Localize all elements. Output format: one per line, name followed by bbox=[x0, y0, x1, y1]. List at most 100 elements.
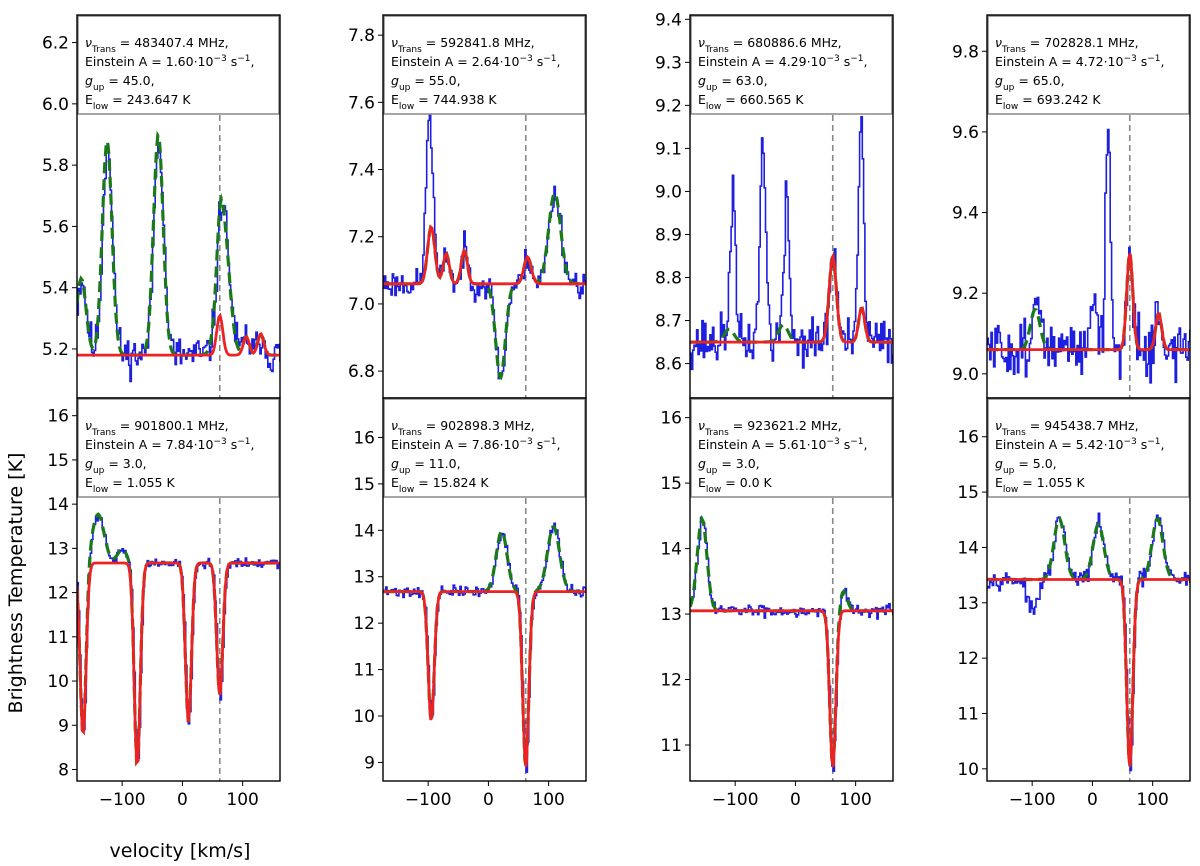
y-tick-label: 9.6 bbox=[952, 123, 979, 143]
info-gup: gup = 5.0, bbox=[995, 456, 1057, 476]
y-tick-label: 8.6 bbox=[655, 355, 682, 375]
info-gup: gup = 65.0, bbox=[995, 73, 1065, 93]
elow-symbol: E bbox=[698, 475, 706, 490]
info-einstein: Einstein A = 2.64·10−3 s−1, bbox=[391, 54, 561, 69]
einstein-exponent: −3 bbox=[519, 437, 532, 447]
einstein-end: , bbox=[557, 437, 561, 452]
nu-subscript: Trans bbox=[704, 428, 729, 438]
einstein-value: Einstein A = 5.61·10 bbox=[698, 437, 826, 452]
y-tick-label: 12 bbox=[660, 671, 682, 691]
einstein-unit-exponent: −1 bbox=[237, 437, 250, 447]
gup-symbol: g bbox=[995, 456, 1003, 471]
einstein-unit-exponent: −1 bbox=[850, 54, 863, 64]
y-tick-label: 8.8 bbox=[655, 269, 682, 289]
gup-symbol: g bbox=[85, 456, 93, 471]
x-tick-label: −100 bbox=[1009, 790, 1056, 810]
einstein-end: , bbox=[1161, 54, 1165, 69]
info-gup: gup = 55.0, bbox=[391, 73, 461, 93]
elow-symbol: E bbox=[995, 475, 1003, 490]
y-tick-label: 12 bbox=[47, 584, 69, 604]
y-tick-label: 15 bbox=[47, 451, 69, 471]
y-tick-label: 9 bbox=[58, 716, 69, 736]
nu-subscript: Trans bbox=[1001, 428, 1026, 438]
info-frequency: νTrans = 901800.1 MHz, bbox=[85, 418, 229, 438]
gup-value: = 3.0, bbox=[717, 456, 759, 471]
y-tick-label: 9.0 bbox=[952, 365, 979, 385]
y-tick-label: 11 bbox=[660, 736, 682, 756]
fit-species-curve bbox=[383, 590, 586, 767]
einstein-exponent: −3 bbox=[826, 437, 839, 447]
panel-4: 9.09.29.49.69.8 νTrans = 702828.1 MHz,Ein… bbox=[952, 14, 1191, 403]
elow-subscript: low bbox=[1003, 485, 1018, 495]
einstein-unit: s bbox=[1137, 437, 1148, 452]
elow-symbol: E bbox=[391, 92, 399, 107]
info-gup: gup = 45.0, bbox=[85, 73, 155, 93]
gup-value: = 55.0, bbox=[410, 73, 460, 88]
info-gup: gup = 63.0, bbox=[698, 73, 768, 93]
fit-species-curve bbox=[77, 561, 280, 767]
panel-3: 8.6 8.7 8.8 8.9 9.0 9.1 9.2 9.3 9.4 νTrans = 6808… bbox=[655, 10, 894, 403]
observed-spectrum bbox=[77, 142, 280, 383]
y-tick-label: 9.1 bbox=[655, 139, 682, 159]
frequency-value: = 702828.1 MHz, bbox=[1026, 35, 1139, 50]
gup-subscript: up bbox=[93, 83, 105, 93]
elow-value: = 15.824 K bbox=[414, 475, 489, 490]
elow-value: = 693.242 K bbox=[1018, 92, 1101, 107]
y-tick-label: 13 bbox=[47, 539, 69, 559]
y-tick-label: 16 bbox=[47, 407, 69, 427]
einstein-unit: s bbox=[533, 437, 544, 452]
x-axis-label: velocity [km/s] bbox=[110, 840, 251, 862]
einstein-exponent: −3 bbox=[826, 54, 839, 64]
elow-symbol: E bbox=[391, 475, 399, 490]
elow-symbol: E bbox=[85, 475, 93, 490]
einstein-unit-exponent: −1 bbox=[1147, 437, 1160, 447]
info-frequency: νTrans = 483407.4 MHz, bbox=[85, 35, 229, 55]
y-tick-label: 8.7 bbox=[655, 312, 682, 332]
einstein-unit-exponent: −1 bbox=[1147, 54, 1160, 64]
info-box bbox=[77, 15, 280, 115]
fit-species-curve bbox=[987, 578, 1190, 767]
fit-species-curve bbox=[690, 251, 893, 344]
x-tick-label: 0 bbox=[177, 790, 188, 810]
fit-all-species-curve bbox=[383, 191, 586, 381]
info-box bbox=[77, 398, 280, 498]
y-tick-label: 7.0 bbox=[348, 295, 375, 315]
einstein-exponent: −3 bbox=[213, 437, 226, 447]
nu-symbol: ν bbox=[85, 35, 92, 50]
einstein-value: Einstein A = 7.84·10 bbox=[85, 437, 213, 452]
info-einstein: Einstein A = 4.29·10−3 s−1, bbox=[698, 54, 868, 69]
x-tick-label: −100 bbox=[712, 790, 759, 810]
y-tick-label: 14 bbox=[353, 521, 375, 541]
nu-subscript: Trans bbox=[91, 428, 116, 438]
fit-all-species-curve bbox=[77, 512, 280, 767]
nu-symbol: ν bbox=[391, 35, 398, 50]
info-gup: gup = 3.0, bbox=[698, 456, 760, 476]
frequency-value: = 901800.1 MHz, bbox=[116, 418, 229, 433]
frequency-value: = 680886.6 MHz, bbox=[729, 35, 842, 50]
info-einstein: Einstein A = 5.42·10−3 s−1, bbox=[995, 437, 1165, 452]
y-tick-label: 11 bbox=[957, 704, 979, 724]
panel-frame bbox=[689, 397, 894, 782]
einstein-value: Einstein A = 2.64·10 bbox=[391, 54, 519, 69]
observed-spectrum bbox=[383, 522, 586, 773]
y-tick-label: 15 bbox=[353, 475, 375, 495]
info-frequency: νTrans = 592841.8 MHz, bbox=[391, 35, 535, 55]
nu-subscript: Trans bbox=[704, 45, 729, 55]
einstein-value: Einstein A = 4.72·10 bbox=[995, 54, 1123, 69]
einstein-end: , bbox=[1161, 437, 1165, 452]
einstein-exponent: −3 bbox=[1123, 54, 1136, 64]
panel-1: 5.2 5.4 5.6 5.8 6.0 6.2 νTrans = 483407.4 MHz,… bbox=[42, 14, 281, 403]
frequency-value: = 923621.2 MHz, bbox=[729, 418, 842, 433]
x-tick-label: 100 bbox=[839, 790, 871, 810]
elow-value: = 0.0 K bbox=[721, 475, 772, 490]
einstein-unit: s bbox=[227, 54, 238, 69]
x-tick-label: 0 bbox=[483, 790, 494, 810]
info-frequency: νTrans = 680886.6 MHz, bbox=[698, 35, 842, 55]
x-tick-label: 100 bbox=[532, 790, 564, 810]
info-einstein: Einstein A = 5.61·10−3 s−1, bbox=[698, 437, 868, 452]
info-box bbox=[690, 398, 893, 498]
gup-subscript: up bbox=[706, 83, 718, 93]
panel-2: 6.8 7.0 7.2 7.4 7.6 7.8 νTrans = 592841.8 MHz,… bbox=[348, 14, 587, 403]
einstein-unit-exponent: −1 bbox=[543, 437, 556, 447]
